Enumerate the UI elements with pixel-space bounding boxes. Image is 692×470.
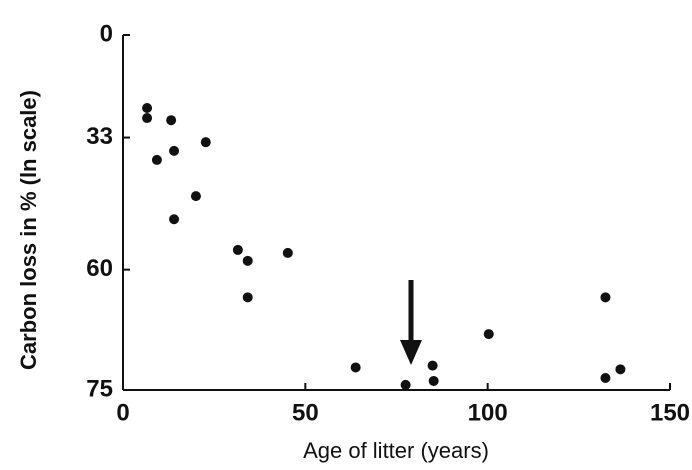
point [190, 191, 201, 202]
point [242, 292, 253, 303]
point [142, 113, 153, 124]
point [200, 137, 211, 148]
point [142, 102, 153, 113]
x-tick-label: 0 [116, 399, 129, 426]
point [151, 154, 162, 165]
x-tick-label: 150 [650, 399, 690, 426]
point [169, 145, 180, 156]
point [350, 362, 361, 373]
y-axis-label: Carbon loss in % (ln scale) [16, 90, 41, 370]
point [232, 244, 243, 255]
point [400, 379, 411, 390]
point [600, 372, 611, 383]
arrow [400, 280, 422, 365]
y-tick-label: 60 [86, 255, 113, 282]
point [242, 255, 253, 266]
y-tick-label: 0 [100, 20, 113, 47]
point [428, 375, 439, 386]
point [282, 247, 293, 258]
point [427, 360, 438, 371]
x-tick-label: 50 [292, 399, 319, 426]
point [483, 329, 494, 340]
x-axis-label: Age of litter (years) [303, 438, 489, 463]
point [166, 115, 177, 126]
x-tick-label: 100 [468, 399, 508, 426]
point [615, 364, 626, 375]
y-tick-label: 33 [86, 123, 113, 150]
y-tick-label: 75 [86, 375, 113, 402]
point [169, 214, 180, 225]
point [600, 292, 611, 303]
